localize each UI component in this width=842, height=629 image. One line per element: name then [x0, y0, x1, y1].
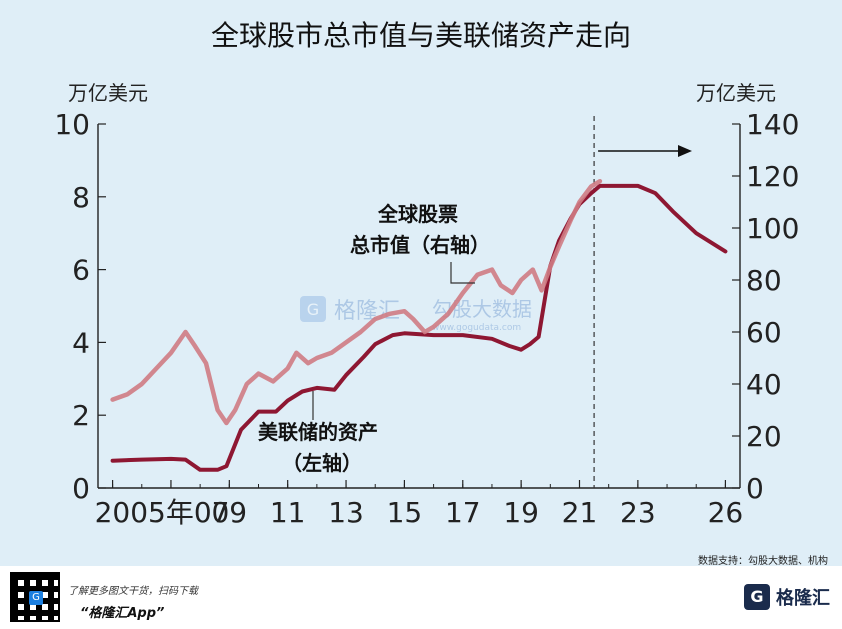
- x-tick-label: 19: [503, 496, 539, 529]
- x-tick-label: 2005年07: [95, 496, 230, 529]
- brand-logo[interactable]: G 格隆汇: [744, 582, 830, 612]
- stock-market-cap-line: [110, 178, 603, 426]
- y-right-tick-label: 0: [746, 472, 764, 505]
- y-right-tick-label: 140: [746, 108, 799, 141]
- y-left-tick-label: 2: [72, 399, 90, 432]
- fed-label-line2: （左轴）: [282, 451, 362, 475]
- footer-tip: 了解更多图文干货，扫码下载: [68, 586, 198, 597]
- stocks-leader-line: [450, 262, 475, 284]
- y-right-tick-label: 100: [746, 212, 799, 245]
- watermark-brand: 格隆汇: [334, 299, 400, 324]
- x-tick-label: 17: [445, 496, 481, 529]
- forecast-arrow-head-icon: [678, 145, 692, 157]
- footer-app-name: “格隆汇App”: [80, 606, 165, 621]
- stocks-label-line1: 全球股票: [377, 202, 458, 226]
- x-tick-label: 09: [211, 496, 247, 529]
- stocks-label-line2: 总市值（右轴）: [350, 233, 490, 257]
- series-group: [110, 178, 728, 472]
- y-right-tick-label: 20: [746, 420, 782, 453]
- y-right-tick-label: 60: [746, 316, 782, 349]
- x-tick-label: 11: [270, 496, 306, 529]
- y-right-tick-label: 40: [746, 368, 782, 401]
- x-tick-label: 21: [562, 496, 598, 529]
- footer: G 了解更多图文干货，扫码下载 “格隆汇App” G 格隆汇: [0, 566, 842, 629]
- x-tick-label: 13: [328, 496, 364, 529]
- watermark-logo-icon: [300, 296, 326, 322]
- y-left-tick-label: 4: [72, 326, 90, 359]
- watermark-logo-letter: G: [307, 300, 319, 319]
- chart-title: 全球股市总市值与美联储资产走向: [210, 19, 631, 52]
- y-left-tick-label: 8: [72, 181, 90, 214]
- y-right-unit: 万亿美元: [696, 81, 776, 105]
- brand-mark-icon: G: [744, 584, 770, 610]
- fed-label-line1: 美联储的资产: [258, 420, 378, 444]
- brand-name: 格隆汇: [776, 588, 830, 609]
- watermark-sub: 勾股大数据: [432, 297, 532, 321]
- y-left-unit: 万亿美元: [68, 81, 148, 105]
- fed-assets-line: [110, 183, 728, 472]
- source-note: 数据支持：勾股大数据、机构: [698, 556, 828, 567]
- chart-svg: G 格隆汇 勾股大数据 www.gogudata.com 02468100204…: [54, 81, 799, 529]
- qr-code-icon[interactable]: G: [10, 572, 60, 622]
- qr-logo-icon: G: [29, 591, 43, 605]
- x-tick-label: 23: [620, 496, 656, 529]
- y-left-tick-label: 10: [54, 108, 90, 141]
- x-tick-label: 26: [708, 496, 744, 529]
- y-left-tick-label: 6: [72, 254, 90, 287]
- x-tick-label: 15: [387, 496, 423, 529]
- y-right-tick-label: 80: [746, 264, 782, 297]
- watermark-url: www.gogudata.com: [432, 323, 521, 333]
- y-left-tick-label: 0: [72, 472, 90, 505]
- watermark: G 格隆汇 勾股大数据 www.gogudata.com: [300, 296, 532, 333]
- y-right-tick-label: 120: [746, 160, 799, 193]
